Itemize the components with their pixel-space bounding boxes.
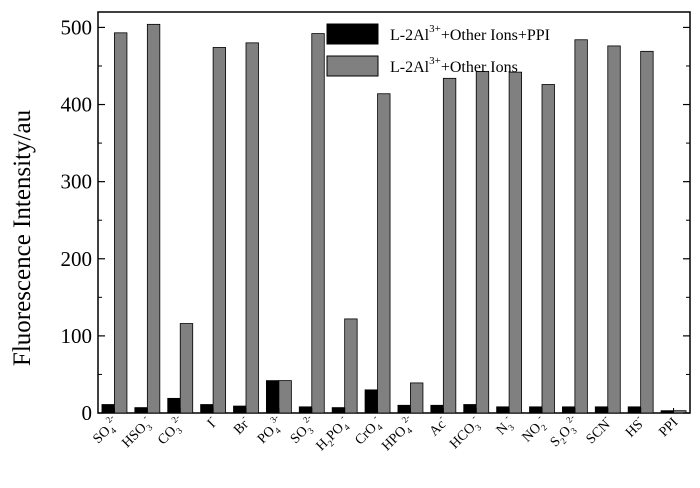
x-category-label: NO2-	[517, 412, 551, 446]
y-tick-label: 400	[61, 93, 93, 117]
svg-text:HS-: HS-	[620, 412, 648, 440]
svg-text:SCN-: SCN-	[581, 412, 616, 447]
x-category-label: H2PO4-	[311, 412, 354, 455]
bar-other-ions	[574, 39, 588, 414]
bar-other-ions	[311, 33, 325, 414]
y-tick-label: 100	[61, 324, 93, 348]
bar-other-ions	[114, 32, 128, 414]
svg-text:H2PO4-: H2PO4-	[311, 412, 354, 455]
bar-with-ppi	[364, 389, 378, 414]
x-category-label: HPO42-	[377, 412, 420, 455]
svg-text:HCO3-: HCO3-	[444, 412, 485, 453]
bar-with-ppi	[167, 397, 181, 414]
y-tick-label: 0	[82, 401, 93, 425]
svg-text:PO43-: PO43-	[252, 412, 288, 448]
svg-text:Br-: Br-	[228, 412, 253, 437]
x-category-label: Ac-	[424, 412, 451, 439]
svg-text:NO2-: NO2-	[517, 412, 551, 446]
plot-frame	[97, 11, 691, 414]
bar-other-ions	[179, 323, 194, 414]
bar-other-ions	[508, 71, 523, 414]
x-category-label: PO43-	[252, 412, 288, 448]
bar-with-ppi	[101, 404, 115, 414]
x-category-label: HSO3-	[117, 412, 157, 452]
svg-text:SO42-: SO42-	[88, 412, 124, 448]
y-axis-ticks: 0 100 200 300 400 500	[61, 15, 690, 425]
x-category-label: N3-	[491, 412, 518, 439]
bar-with-ppi	[200, 404, 214, 414]
bar-other-ions	[410, 382, 424, 414]
legend: L-2Al3++Other Ions+PPI L-2Al3++Other Ions	[326, 23, 550, 77]
x-axis-categories: SO42-HSO3-CO32- I-Br-PO43-SO32-H2PO4-CrO4…	[88, 408, 682, 455]
y-tick-label: 200	[61, 247, 93, 271]
axes	[97, 11, 691, 414]
bar-other-ions	[640, 50, 654, 414]
x-category-label: Br-	[228, 412, 253, 437]
bars-group	[101, 23, 687, 414]
bar-with-ppi	[463, 404, 477, 414]
legend-label: L-2Al3++Other Ions	[390, 55, 518, 76]
y-tick-label: 300	[61, 170, 93, 194]
svg-text:I-: I-	[202, 412, 221, 431]
x-category-label: HCO3-	[444, 412, 485, 453]
bar-other-ions	[607, 45, 621, 414]
bar-other-ions	[344, 318, 358, 414]
svg-text:S2O32-: S2O32-	[545, 412, 584, 451]
legend-swatch	[326, 55, 379, 77]
bar-other-ions	[475, 70, 490, 414]
svg-text:HPO42-: HPO42-	[377, 412, 420, 455]
x-category-label: PPI	[656, 415, 681, 440]
bar-other-ions	[377, 93, 391, 414]
x-category-label: SO42-	[88, 412, 124, 448]
svg-text:CO32-: CO32-	[152, 412, 189, 449]
bar-other-ions	[541, 84, 555, 414]
bar-other-ions	[212, 47, 227, 414]
svg-text:PPI: PPI	[656, 415, 681, 440]
y-axis-title: Fluorescence Intensity/au	[9, 109, 36, 366]
legend-label: L-2Al3++Other Ions+PPI	[390, 23, 550, 44]
x-category-label: S2O32-	[545, 412, 584, 451]
bar-other-ions	[278, 380, 292, 414]
x-category-label: CO32-	[152, 412, 189, 449]
y-tick-label: 500	[61, 15, 93, 39]
bar-other-ions	[442, 77, 457, 414]
bar-other-ions	[146, 23, 161, 414]
bar-other-ions	[245, 42, 259, 414]
x-category-label: HS-	[620, 412, 648, 440]
bar-with-ppi	[660, 410, 674, 414]
x-category-label: I-	[202, 412, 221, 431]
bar-with-ppi	[265, 380, 280, 414]
svg-text:N3-: N3-	[491, 412, 518, 439]
svg-text:Ac-: Ac-	[424, 412, 451, 439]
x-category-label: SCN-	[581, 412, 616, 447]
svg-text:HSO3-: HSO3-	[117, 412, 157, 452]
legend-swatch	[326, 23, 379, 45]
